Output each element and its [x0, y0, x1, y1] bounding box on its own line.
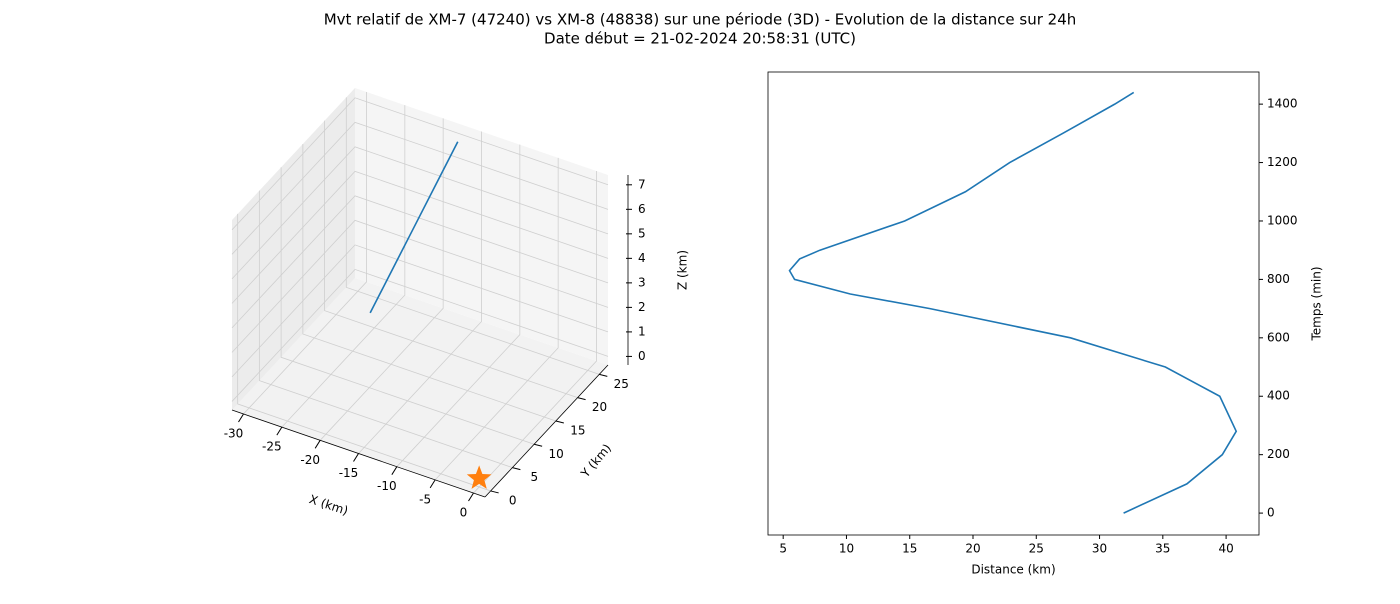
y-tick-label: 15 [570, 423, 585, 437]
y-axis-label: Temps (min) [1310, 266, 1324, 341]
y-axis-label: Y (km) [578, 441, 615, 481]
y-tick-label: 1400 [1267, 97, 1298, 111]
grid-line [280, 167, 535, 445]
figure-subtitle: Date début = 21-02-2024 20:58:31 (UTC) [544, 30, 856, 48]
y-axis-line [484, 364, 609, 498]
y-tick-label: 5 [531, 470, 539, 484]
grid-line [231, 146, 609, 280]
y-tick [577, 397, 586, 401]
grid-line [358, 131, 482, 454]
x-tick-label: 5 [779, 542, 787, 556]
grid-line [345, 97, 600, 375]
z-tick-label: 6 [638, 202, 646, 216]
x-tick [276, 426, 283, 436]
grid-line [396, 144, 521, 467]
z-tick-label: 5 [638, 226, 646, 240]
grid-line [231, 121, 609, 255]
x-tick [391, 466, 398, 475]
grid-line [434, 157, 559, 481]
y-tick-label: 400 [1267, 389, 1290, 403]
figure-title: Mvt relatif de XM-7 (47240) vs XM-8 (488… [324, 11, 1077, 29]
x-tick-label: 35 [1155, 542, 1170, 556]
y-tick-label: 200 [1267, 447, 1290, 461]
y-tick [490, 490, 499, 494]
x-tick-label: 20 [965, 542, 980, 556]
z-tick-label: 4 [638, 251, 646, 265]
y-tick-label: 20 [592, 400, 607, 414]
y-tick-label: 1200 [1267, 155, 1298, 169]
grid-line [231, 97, 609, 231]
y-tick-label: 1000 [1267, 213, 1298, 227]
z-tick-label: 7 [638, 177, 646, 191]
z-tick-label: 1 [638, 324, 646, 338]
x-tick-label: -15 [339, 466, 359, 480]
star-marker [466, 465, 492, 489]
grid-line [258, 190, 513, 468]
y-tick-label: 0 [509, 493, 517, 507]
x-tick-label: 30 [1092, 542, 1107, 556]
distance-line [788, 91, 1238, 514]
y-tick-label: 10 [548, 447, 563, 461]
x-axis-label: Distance (km) [971, 563, 1055, 577]
z-tick-label: 0 [638, 349, 646, 363]
x-tick-label: 0 [460, 506, 468, 520]
y-tick [512, 467, 521, 471]
x-tick-label: -5 [419, 492, 431, 506]
grid-line [319, 118, 444, 441]
x-axis-label: X (km) [307, 492, 349, 518]
grid-line [231, 244, 609, 378]
x-tick-label: -20 [300, 453, 320, 467]
x-tick-label: -30 [224, 426, 244, 440]
y-tick [533, 443, 543, 447]
x-tick-label: 25 [1029, 542, 1044, 556]
z-tick-label: 2 [638, 300, 646, 314]
x-tick-label: -10 [377, 479, 397, 493]
y-tick-label: 800 [1267, 272, 1290, 286]
x-tick-label: 40 [1218, 542, 1233, 556]
z-axis-label: Z (km) [676, 250, 690, 290]
y-tick-label: 25 [614, 377, 629, 391]
y-tick [599, 373, 608, 377]
x-tick [314, 440, 321, 449]
grid-line [473, 171, 597, 494]
trajectory-line [369, 141, 459, 314]
grid-line [231, 195, 609, 329]
x-tick-label: -25 [262, 440, 282, 454]
plot-frame [767, 71, 1260, 536]
x-axis-line [231, 409, 486, 498]
grid-line [231, 170, 609, 304]
grid-line [231, 268, 609, 402]
x-tick [429, 479, 436, 489]
grid-line [302, 143, 556, 422]
grid-line [243, 91, 367, 415]
x-tick [468, 492, 474, 502]
y-tick [555, 420, 564, 424]
x-tick [353, 453, 359, 462]
grid-line [324, 120, 578, 399]
grid-line [281, 105, 406, 428]
grid-line [237, 213, 491, 492]
z-tick-label: 3 [638, 275, 646, 289]
x-tick-label: 10 [839, 542, 854, 556]
y-tick-label: 600 [1267, 330, 1290, 344]
x-tick [238, 413, 244, 423]
grid-line [231, 219, 609, 353]
x-tick-label: 15 [902, 542, 917, 556]
y-tick-label: 0 [1267, 506, 1275, 520]
